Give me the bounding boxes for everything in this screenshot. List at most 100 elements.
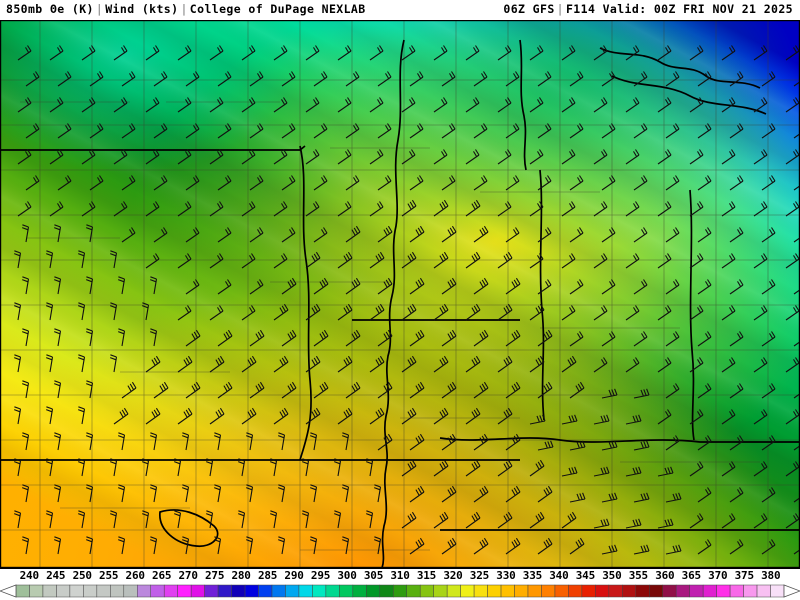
colorbar-tick-label: 275 — [204, 569, 225, 582]
colorbar-swatch — [595, 584, 610, 598]
header-bar: 850mb Θe (K) | Wind (kts) | College of DuPag… — [0, 0, 800, 20]
colorbar-tick-label: 240 — [19, 569, 39, 582]
colorbar-tick-label: 245 — [46, 569, 66, 582]
colorbar-swatch — [110, 584, 125, 598]
colorbar-tick-label: 280 — [231, 569, 251, 582]
colorbar-tick-label: 285 — [257, 569, 278, 582]
colorbar-tick-label: 375 — [734, 569, 754, 582]
colorbar-swatch — [487, 584, 502, 598]
colorbar-swatch — [460, 584, 475, 598]
colorbar-swatch — [258, 584, 273, 598]
model-run-label: 06Z GFS — [503, 2, 555, 16]
colorbar-strip[interactable] — [0, 584, 800, 598]
colorbar-tick-label: 300 — [337, 569, 357, 582]
colorbar-swatch — [96, 584, 111, 598]
colorbar-tick-labels: 240 245 250 255 260 265 270 275 280 285 290 295 300 3… — [0, 569, 800, 583]
colorbar-swatch — [163, 584, 178, 598]
colorbar-tick-label: 315 — [416, 569, 437, 582]
colorbar-swatch — [366, 584, 381, 598]
colorbar-swatch — [271, 584, 286, 598]
colorbar-swatch — [635, 584, 650, 598]
colorbar-legend[interactable]: 240 245 250 255 260 265 270 275 280 285 290 295 300 3… — [0, 569, 800, 600]
colorbar-swatch — [325, 584, 340, 598]
colorbar-swatch — [298, 584, 313, 598]
colorbar-tick-label: 345 — [575, 569, 596, 582]
colorbar-swatch — [150, 584, 165, 598]
colorbar-swatch — [433, 584, 448, 598]
header-left-title: 850mb Θe (K) | Wind (kts) | College of DuPag… — [6, 2, 366, 16]
colorbar-extend-left-arrow-icon — [0, 584, 17, 598]
colorbar-tick-label: 335 — [522, 569, 543, 582]
colorbar-swatch — [352, 584, 367, 598]
header-source-label: College of DuPage NEXLAB — [189, 2, 366, 16]
colorbar-extend-right-arrow-icon — [783, 584, 800, 598]
state-boundaries — [0, 39, 800, 568]
colorbar-swatch — [339, 584, 354, 598]
colorbar-swatch — [83, 584, 98, 598]
map-canvas[interactable] — [0, 20, 800, 569]
colorbar-swatch — [231, 584, 246, 598]
colorbar-swatch — [190, 584, 205, 598]
colorbar-tick-label: 255 — [99, 569, 119, 582]
colorbar-tick-label: 380 — [761, 569, 781, 582]
colorbar-swatch — [649, 584, 663, 598]
colorbar-swatch — [137, 584, 151, 598]
colorbar-swatch — [204, 584, 219, 598]
colorbar-swatch — [56, 584, 71, 598]
colorbar-swatches — [0, 584, 800, 598]
colorbar-swatch — [770, 584, 785, 598]
colorbar-tick-label: 265 — [152, 569, 172, 582]
colorbar-tick-label: 340 — [549, 569, 569, 582]
header-wind-label: Wind (kts) — [105, 2, 179, 16]
colorbar-tick-label: 360 — [655, 569, 675, 582]
colorbar-swatch — [15, 584, 30, 598]
colorbar-tick-label: 305 — [363, 569, 384, 582]
forecast-valid-label: F114 Valid: 00Z FRI NOV 21 2025 — [565, 2, 793, 16]
colorbar-swatch — [42, 584, 57, 598]
colorbar-swatch — [406, 584, 421, 598]
colorbar-swatch — [419, 584, 434, 598]
colorbar-tick-label: 320 — [443, 569, 463, 582]
colorbar-swatch — [554, 584, 569, 598]
colorbar-swatch — [177, 584, 192, 598]
colorbar-tick-label: 295 — [310, 569, 331, 582]
colorbar-swatch — [312, 584, 327, 598]
theta-e-field — [0, 20, 800, 568]
colorbar-tick-label: 370 — [708, 569, 728, 582]
colorbar-swatch — [446, 584, 461, 598]
header-right-title: 06Z GFS | F114 Valid: 00Z FRI NOV 21 2025 — [503, 2, 793, 16]
colorbar-swatch — [285, 584, 300, 598]
colorbar-swatch — [756, 584, 771, 598]
colorbar-swatch — [69, 584, 84, 598]
colorbar-tick-label: 365 — [681, 569, 701, 582]
colorbar-swatch — [702, 584, 717, 598]
colorbar-swatch — [514, 584, 529, 598]
colorbar-swatch — [473, 584, 488, 598]
colorbar-tick-label: 350 — [602, 569, 622, 582]
colorbar-swatch — [716, 584, 731, 598]
header-separator-icon: | — [95, 2, 104, 16]
colorbar-tick-label: 355 — [628, 569, 648, 582]
colorbar-swatch — [393, 584, 407, 598]
header-separator-icon-3: | — [556, 2, 564, 16]
colorbar-swatch — [675, 584, 690, 598]
colorbar-tick-label: 250 — [72, 569, 92, 582]
colorbar-swatch — [527, 584, 542, 598]
colorbar-swatch — [29, 584, 44, 598]
colorbar-tick-label: 260 — [125, 569, 145, 582]
colorbar-swatch — [622, 584, 637, 598]
colorbar-tick-label: 290 — [284, 569, 304, 582]
colorbar-tick-label: 325 — [469, 569, 490, 582]
colorbar-swatch — [689, 584, 704, 598]
colorbar-swatch — [500, 584, 515, 598]
colorbar-swatch — [217, 584, 232, 598]
colorbar-swatch — [541, 584, 556, 598]
colorbar-swatch — [123, 584, 138, 598]
colorbar-tick-label: 310 — [390, 569, 410, 582]
colorbar-tick-label: 330 — [496, 569, 516, 582]
colorbar-swatch — [568, 584, 583, 598]
header-separator-icon-2: | — [180, 2, 188, 16]
colorbar-swatch — [581, 584, 596, 598]
colorbar-tick-label: 270 — [178, 569, 198, 582]
